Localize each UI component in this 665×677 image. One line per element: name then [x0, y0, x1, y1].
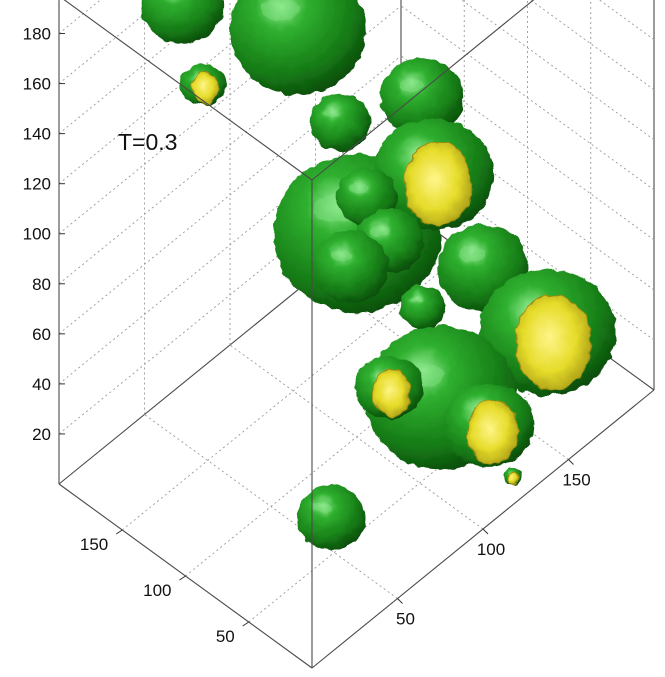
- blob-surface: [229, 0, 367, 96]
- tick-label-y: 50: [216, 627, 235, 646]
- grid-line-y: [185, 297, 528, 577]
- tick-label-z: 120: [23, 175, 51, 194]
- blob-cap: [180, 63, 226, 106]
- tick-label-z: 140: [23, 125, 51, 144]
- blob-surface: [380, 57, 464, 138]
- blob-cap-face: [507, 470, 519, 485]
- blob-highlight: [313, 501, 333, 513]
- tick-x: [397, 598, 403, 604]
- grid-line-y: [248, 343, 592, 623]
- blob-highlight: [399, 78, 424, 92]
- tick-label-x: 100: [477, 540, 505, 559]
- blob-highlight: [261, 0, 300, 21]
- tick-label-z: 80: [32, 275, 51, 294]
- blob-highlight: [458, 246, 485, 262]
- blob-highlight: [323, 108, 342, 118]
- blob-cap-face: [403, 140, 472, 227]
- isosurface-blobs: [140, 0, 617, 550]
- blob-cap: [372, 118, 494, 231]
- box-edge: [63, 0, 313, 181]
- blob-body: [309, 93, 371, 152]
- blob-cap-face: [515, 294, 592, 391]
- tick-label-y: 150: [80, 535, 108, 554]
- tick-label-z: 40: [32, 375, 51, 394]
- box-edge: [311, 0, 535, 181]
- blob-surface: [312, 230, 389, 303]
- blob-cap: [443, 382, 535, 467]
- tick-y: [179, 575, 186, 581]
- tick-y: [242, 621, 250, 627]
- blob-cap: [354, 355, 424, 419]
- blob-body: [380, 57, 464, 138]
- tick-label-z: 180: [23, 25, 51, 44]
- blob-highlight: [350, 182, 368, 193]
- time-annotation: T=0.3: [118, 129, 177, 155]
- blob-cap: [502, 467, 522, 485]
- blob-surface: [297, 484, 366, 550]
- blob-body: [297, 484, 366, 550]
- tick-x: [482, 528, 489, 535]
- blob-highlight: [410, 296, 424, 304]
- grid-line-y: [121, 251, 465, 531]
- blob-highlight: [371, 225, 391, 237]
- tick-label-z: 60: [32, 325, 51, 344]
- tick-y: [115, 529, 123, 535]
- blob-surface: [140, 0, 225, 44]
- blob-body: [399, 285, 446, 329]
- blob-body: [140, 0, 225, 44]
- axis-ticks: 20 40 60 80 100 120 140 160 180 50 100 150 50 100 150: [23, 25, 591, 646]
- blob-highlight: [330, 249, 352, 262]
- blob-cap-face: [372, 368, 412, 417]
- tick-label-z: 20: [32, 425, 51, 444]
- blob-body: [312, 230, 389, 303]
- blob-cap-face: [191, 71, 218, 105]
- tick-label-x: 150: [562, 471, 590, 490]
- blob-surface: [399, 285, 446, 329]
- tick-label-z: 160: [23, 75, 51, 94]
- tick-label-y: 100: [143, 581, 171, 600]
- blob-cap: [479, 269, 617, 396]
- tick-label-x: 50: [396, 610, 415, 629]
- blob-cap-face: [466, 399, 519, 465]
- blob-body: [229, 0, 367, 96]
- blob-surface: [309, 93, 371, 152]
- tick-label-z: 100: [23, 225, 51, 244]
- tick-x: [568, 459, 574, 465]
